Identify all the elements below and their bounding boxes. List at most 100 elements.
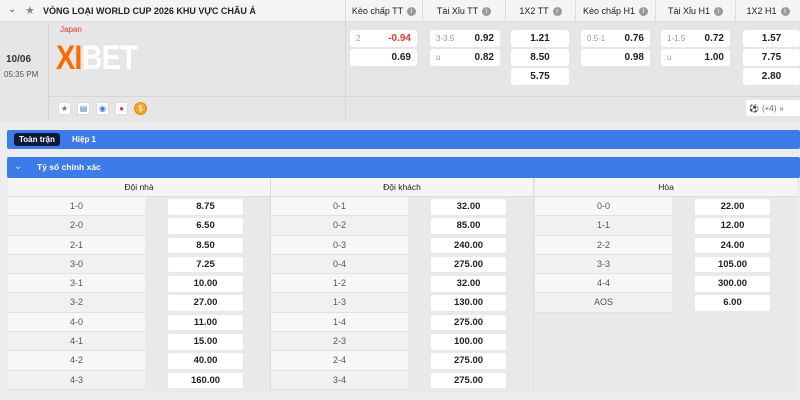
info-icon[interactable]: i — [552, 6, 562, 16]
score-label: 0-0 — [535, 197, 672, 217]
score-row: 1-4 275.00 — [271, 312, 533, 333]
odd-1x2-ft-draw[interactable]: 5.75 — [511, 68, 569, 85]
stats-icon[interactable]: ▤ — [77, 102, 90, 115]
odd-ou-h1-under[interactable]: u 1.00 — [661, 49, 730, 66]
score-label: 3-2 — [8, 293, 145, 313]
odd-1x2-h1-home[interactable]: 1.57 — [743, 30, 800, 47]
odd-value: 0.82 — [474, 52, 494, 63]
score-odd-button[interactable]: 105.00 — [695, 256, 770, 273]
collapse-chevron-icon[interactable]: ⌄ — [14, 161, 23, 172]
double-chevron-down-icon: » — [779, 103, 784, 113]
score-odd-button[interactable]: 22.00 — [695, 199, 770, 215]
match-icons: ★ ▤ ◉ ● $ — [58, 102, 147, 115]
score-odd-button[interactable]: 275.00 — [431, 353, 506, 369]
odd-ou-h1-over[interactable]: 1-1.5 0.72 — [661, 30, 730, 47]
score-row: 2-0 6.50 — [8, 216, 270, 236]
odd-ou-ft-under[interactable]: u 0.82 — [430, 49, 500, 66]
score-odd-button[interactable]: 85.00 — [431, 218, 506, 234]
info-icon[interactable]: i — [714, 6, 724, 16]
column-header: Hòa — [535, 178, 797, 197]
tab-full-match[interactable]: Toàn trận — [14, 133, 60, 146]
line: 2 — [356, 34, 361, 43]
odd-handicap-ft-home[interactable]: 2 -0.94 — [350, 30, 417, 47]
odd-1x2-ft-away[interactable]: 8.50 — [511, 49, 569, 66]
coin-icon[interactable]: $ — [134, 102, 147, 115]
correct-score-table: Đội nhà 1-0 8.75 2-0 6.50 2-1 8.50 3-0 7.25 3-1 10… — [8, 178, 797, 392]
score-odd-button[interactable]: 275.00 — [431, 314, 506, 331]
line: 0.5-1 — [587, 34, 606, 43]
score-label: 2-1 — [8, 235, 145, 255]
score-odd-button[interactable]: 7.25 — [168, 256, 243, 273]
score-odd-button[interactable]: 300.00 — [695, 276, 770, 292]
line: 1-1.5 — [667, 34, 686, 43]
tab-first-half[interactable]: Hiệp 1 — [72, 135, 97, 144]
score-label: 1-4 — [271, 312, 408, 333]
eye-icon[interactable]: ◉ — [96, 102, 109, 115]
info-icon[interactable]: i — [780, 6, 790, 16]
score-odd-button[interactable]: 10.00 — [168, 276, 243, 292]
col-label: Kèo chấp H1 — [582, 6, 636, 16]
home-team[interactable]: Japan — [60, 25, 82, 34]
score-odd-button[interactable]: 6.00 — [695, 295, 770, 311]
column-header: Đội nhà — [8, 178, 270, 197]
collapse-chevron-icon[interactable]: ⌄ — [8, 4, 17, 15]
score-odd-button[interactable]: 15.00 — [168, 334, 243, 350]
col-label: 1X2 TT — [519, 6, 549, 16]
odd-1x2-ft-home[interactable]: 1.21 — [511, 30, 569, 47]
line: u — [436, 53, 441, 62]
score-label: 2-2 — [535, 235, 672, 255]
score-odd-button[interactable]: 100.00 — [431, 334, 506, 350]
score-odd-button[interactable]: 240.00 — [431, 237, 506, 254]
score-odd-button[interactable]: 32.00 — [431, 199, 506, 215]
score-row: 2-1 8.50 — [8, 235, 270, 255]
col-1x2-h1: 1X2 H1 i — [735, 0, 800, 22]
score-odd-button[interactable]: 40.00 — [168, 353, 243, 369]
score-odd-button[interactable]: 160.00 — [168, 372, 243, 389]
odd-ou-ft-over[interactable]: 3-3.5 0.92 — [430, 30, 500, 47]
score-row: 1-2 32.00 — [271, 274, 533, 294]
score-row: 1-3 130.00 — [271, 293, 533, 313]
favorite-star-icon[interactable]: ★ — [58, 102, 71, 115]
score-row: 3-0 7.25 — [8, 254, 270, 275]
hot-fire-icon[interactable]: ● — [115, 102, 128, 115]
section-header[interactable]: ⌄ Tỷ số chính xác — [7, 157, 800, 178]
score-odd-button[interactable]: 24.00 — [695, 237, 770, 254]
info-icon[interactable]: i — [407, 6, 417, 16]
odd-1x2-h1-draw[interactable]: 2.80 — [743, 68, 800, 85]
info-icon[interactable]: i — [482, 6, 492, 16]
info-icon[interactable]: i — [639, 6, 649, 16]
column-header: Đội khách — [271, 178, 533, 197]
score-odd-button[interactable]: 8.75 — [168, 199, 243, 215]
score-row: AOS 6.00 — [535, 293, 797, 313]
score-row: 3-2 27.00 — [8, 293, 270, 313]
odd-value: 0.92 — [474, 33, 494, 44]
odd-handicap-h1-home[interactable]: 0.5-1 0.76 — [581, 30, 650, 47]
score-odd-button[interactable]: 275.00 — [431, 256, 506, 273]
score-odd-button[interactable]: 130.00 — [431, 295, 506, 311]
away-column: Đội khách 0-1 32.00 0-2 85.00 0-3 240.00 0-4 275… — [271, 178, 534, 392]
score-row: 4-3 160.00 — [8, 370, 270, 390]
home-column: Đội nhà 1-0 8.75 2-0 6.50 2-1 8.50 3-0 7.25 3-1 10… — [8, 178, 271, 392]
score-odd-button[interactable]: 275.00 — [431, 372, 506, 389]
score-odd-button[interactable]: 8.50 — [168, 237, 243, 254]
score-odd-button[interactable]: 12.00 — [695, 218, 770, 234]
score-label: 2-0 — [8, 216, 145, 236]
odd-handicap-h1-away[interactable]: 0.98 — [581, 49, 650, 66]
score-odd-button[interactable]: 6.50 — [168, 218, 243, 234]
period-tabs: Toàn trận Hiệp 1 — [7, 130, 800, 149]
score-odd-button[interactable]: 11.00 — [168, 314, 243, 331]
odd-1x2-h1-away[interactable]: 7.75 — [743, 49, 800, 66]
score-row: 3-4 275.00 — [271, 370, 533, 390]
col-handicap-ft: Kèo chấp TT i — [345, 0, 422, 22]
col-1x2-ft: 1X2 TT i — [505, 0, 575, 22]
star-icon[interactable]: ★ — [25, 5, 35, 17]
odd-handicap-ft-away[interactable]: 0.69 — [350, 49, 417, 66]
score-row: 0-2 85.00 — [271, 216, 533, 236]
more-count: (+4) — [761, 103, 777, 113]
score-odd-button[interactable]: 27.00 — [168, 295, 243, 311]
odd-value: 1.00 — [704, 52, 724, 63]
more-markets-button[interactable]: ⚽ (+4) » — [746, 100, 800, 116]
score-odd-button[interactable]: 32.00 — [431, 276, 506, 292]
line: 3-3.5 — [436, 34, 455, 43]
score-label: 4-4 — [535, 274, 672, 294]
